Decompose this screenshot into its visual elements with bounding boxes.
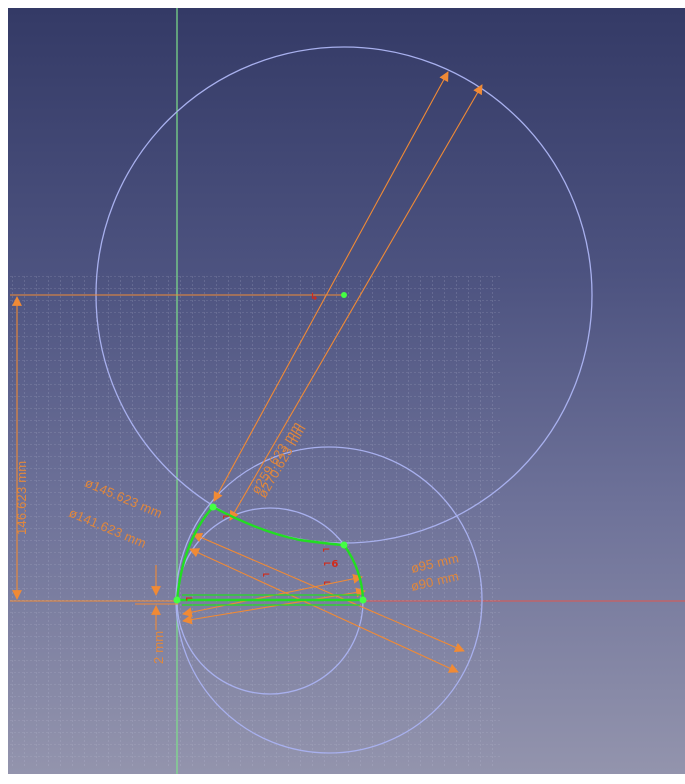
constraint-icon-3[interactable]: ⌐6 bbox=[323, 559, 338, 570]
sketch-profile[interactable] bbox=[175, 505, 365, 606]
sketch-viewport[interactable]: ↳ ⌐ ⌐ ⌐6 ⌐ ⌐ ⌐ ø259.623 mm ø270.623 mm ø… bbox=[8, 8, 685, 774]
vertex-point-bottom-right[interactable] bbox=[359, 596, 367, 604]
constraint-icon-4[interactable]: ⌐ bbox=[262, 570, 270, 581]
constraint-icon-6[interactable]: ⌐ bbox=[185, 594, 193, 605]
dim-label-146[interactable]: 146.623 mm bbox=[14, 461, 29, 535]
constraint-icon-center[interactable]: ↳ bbox=[310, 292, 318, 303]
constraint-icon-2[interactable]: ⌐ bbox=[322, 545, 330, 556]
constraint-icon-1[interactable]: ⌐ bbox=[222, 512, 230, 523]
vertex-point-origin[interactable] bbox=[173, 596, 181, 604]
vertex-point-top[interactable] bbox=[209, 503, 217, 511]
constraint-icon-5[interactable]: ⌐ bbox=[323, 578, 331, 589]
dim-line-90[interactable] bbox=[182, 587, 366, 625]
vertex-point-right[interactable] bbox=[340, 541, 348, 549]
circle-center-point[interactable] bbox=[341, 292, 347, 298]
dim-line-270[interactable] bbox=[229, 84, 483, 521]
dim-label-2[interactable]: 2 mm bbox=[151, 631, 166, 664]
